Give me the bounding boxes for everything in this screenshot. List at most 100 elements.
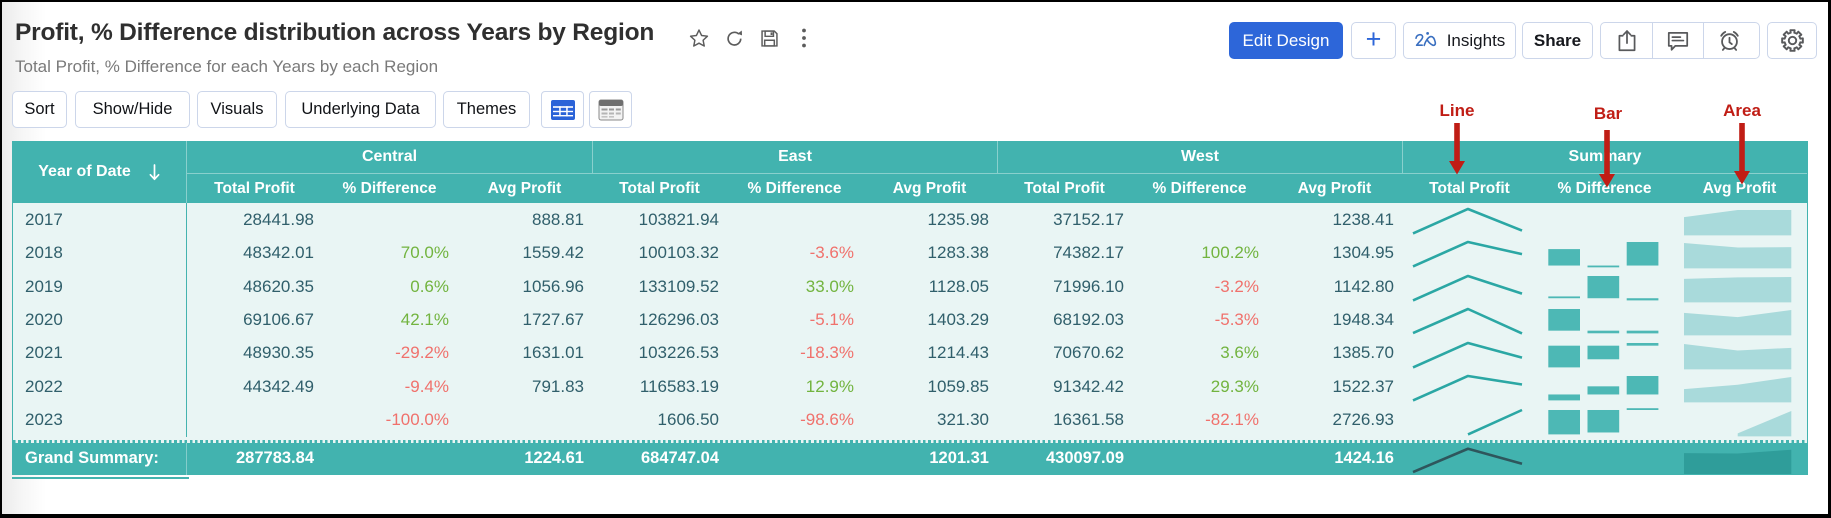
cell-total-profit: 37152.17 xyxy=(1053,209,1124,229)
cell-pct-difference: 29.3% xyxy=(1210,376,1259,396)
cell-total-profit: 48930.35 xyxy=(243,343,314,363)
add-label: + xyxy=(1365,23,1382,54)
grand-cell-west-total: 430097.09 xyxy=(1046,449,1124,468)
cell-year: 2022 xyxy=(13,370,187,404)
column-header-central-avg-profit[interactable]: Avg Profit xyxy=(487,179,562,197)
gear-icon xyxy=(1779,27,1806,54)
cell-total-profit: 103821.94 xyxy=(638,209,719,229)
group-header-summary[interactable]: Summary xyxy=(1402,141,1807,174)
add-button[interactable]: + xyxy=(1351,22,1396,59)
cell-avg-profit: 1385.70 xyxy=(1332,343,1394,363)
comment-icon[interactable] xyxy=(1652,23,1703,58)
cell-avg-profit: 1631.01 xyxy=(522,343,584,363)
zia-insights-icon xyxy=(1414,30,1440,52)
annotation-line-label: Line xyxy=(1439,101,1475,120)
grand-summary-separator xyxy=(12,436,1808,443)
pivot-table: Year of Date Central East West Summary T… xyxy=(12,141,1808,475)
sparkline-bar-pct-difference xyxy=(1537,370,1672,403)
sparkline-bar-pct-difference xyxy=(1537,337,1672,370)
sparkline-bar-pct-difference xyxy=(1537,404,1672,437)
group-header-west[interactable]: West xyxy=(997,141,1402,174)
refresh-icon[interactable] xyxy=(723,27,745,49)
grand-cell-central-total: 287783.84 xyxy=(236,449,314,468)
edit-design-button[interactable]: Edit Design xyxy=(1229,22,1343,59)
sparkline-area-avg-profit xyxy=(1672,303,1807,336)
column-header-central-total-profit[interactable]: Total Profit xyxy=(214,179,295,197)
window-border-bottom xyxy=(0,514,1831,518)
table-view-button[interactable] xyxy=(541,91,584,128)
table-row-2018: 2018 48342.01 70.0% 1559.42 100103.32 -3.6% 12… xyxy=(13,236,1807,270)
cell-year: 2020 xyxy=(13,303,187,337)
show-hide-button[interactable]: Show/Hide xyxy=(75,91,190,128)
visuals-label: Visuals xyxy=(210,100,264,118)
cell-pct-difference: -82.1% xyxy=(1205,410,1259,430)
cell-avg-profit: 321.30 xyxy=(937,410,989,430)
sparkline-bar-pct-difference xyxy=(1537,270,1672,303)
sparkline-area-avg-profit xyxy=(1672,203,1807,236)
column-header-central--difference[interactable]: % Difference xyxy=(342,179,437,197)
cell-avg-profit: 1522.37 xyxy=(1332,376,1394,396)
cell-pct-difference: 70.0% xyxy=(400,243,449,263)
share-button[interactable]: Share xyxy=(1522,22,1593,59)
export-icon[interactable] xyxy=(1601,23,1652,58)
column-header-west-total-profit[interactable]: Total Profit xyxy=(1024,179,1105,197)
page-subtitle: Total Profit, % Difference for each Year… xyxy=(15,57,439,76)
window-border-top xyxy=(0,0,1831,2)
grand-summary-label: Grand Summary: xyxy=(13,442,187,475)
column-header-summary-avg-profit[interactable]: Avg Profit xyxy=(1702,179,1777,197)
cell-avg-profit xyxy=(457,404,592,437)
pivot-body: 2017 28441.98 888.81 103821.94 1235.98 37152.… xyxy=(12,203,1808,437)
sparkline-area-avg-profit xyxy=(1672,337,1807,370)
sparkline-bar-pct-difference xyxy=(1537,203,1672,236)
column-header-east-avg-profit[interactable]: Avg Profit xyxy=(892,179,967,197)
grand-cell-east-diff xyxy=(727,443,862,475)
cell-total-profit: 133109.52 xyxy=(638,276,719,296)
table-row-2020: 2020 69106.67 42.1% 1727.67 126296.03 -5.1% 14… xyxy=(13,303,1807,337)
cell-total-profit: 69106.67 xyxy=(243,309,314,329)
column-header-west--difference[interactable]: % Difference xyxy=(1152,179,1247,197)
column-header-summary-total-profit[interactable]: Total Profit xyxy=(1429,179,1510,197)
more-options-kebab-icon[interactable] xyxy=(793,27,815,49)
table-row-2022: 2022 44342.49 -9.4% 791.83 116583.19 12.9% 105… xyxy=(13,370,1807,404)
grand-sparkline-area xyxy=(1672,443,1807,475)
cell-pct-difference: 3.6% xyxy=(1220,343,1259,363)
cell-avg-profit: 791.83 xyxy=(532,376,584,396)
insights-button[interactable]: Insights xyxy=(1403,22,1516,59)
cell-pct-difference: -29.2% xyxy=(395,343,449,363)
column-header-east--difference[interactable]: % Difference xyxy=(747,179,842,197)
group-header-east[interactable]: East xyxy=(592,141,997,174)
grand-cell-central-avg: 1224.61 xyxy=(524,449,584,468)
insights-label: Insights xyxy=(1446,30,1506,50)
group-header-central[interactable]: Central xyxy=(187,141,592,174)
settings-gear-button[interactable] xyxy=(1767,22,1817,59)
cell-total-profit: 91342.42 xyxy=(1053,376,1124,396)
cell-avg-profit: 1948.34 xyxy=(1332,309,1394,329)
cell-avg-profit: 1727.67 xyxy=(522,309,584,329)
summary-view-icon xyxy=(598,99,623,120)
grand-cell-west-diff xyxy=(1132,443,1267,475)
favorite-star-icon[interactable] xyxy=(688,27,710,49)
sort-label: Sort xyxy=(24,100,55,118)
column-header-west-avg-profit[interactable]: Avg Profit xyxy=(1297,179,1372,197)
sparkline-area-avg-profit xyxy=(1672,270,1807,303)
cell-pct-difference: -9.4% xyxy=(404,376,449,396)
sparkline-area-avg-profit xyxy=(1672,236,1807,269)
cell-pct-difference: 0.6% xyxy=(410,276,449,296)
column-header-east-total-profit[interactable]: Total Profit xyxy=(619,179,700,197)
table-row-2019: 2019 48620.35 0.6% 1056.96 133109.52 33.0% 112… xyxy=(13,269,1807,304)
visuals-button[interactable]: Visuals xyxy=(197,91,277,128)
pivot-header: Year of Date Central East West Summary T… xyxy=(12,141,1808,203)
themes-button[interactable]: Themes xyxy=(443,91,530,128)
frozen-column-underline xyxy=(12,477,189,479)
sort-button[interactable]: Sort xyxy=(12,91,67,128)
summary-view-button[interactable] xyxy=(589,91,632,128)
show-hide-label: Show/Hide xyxy=(92,100,173,118)
alert-alarm-icon[interactable] xyxy=(1703,23,1754,58)
grand-sparkline-bar xyxy=(1537,443,1672,475)
column-header-summary--difference[interactable]: % Difference xyxy=(1557,179,1652,197)
underlying-data-button[interactable]: Underlying Data xyxy=(285,91,436,128)
cell-pct-difference: 42.1% xyxy=(400,309,449,329)
save-icon[interactable] xyxy=(758,27,780,49)
column-header-year-of-date[interactable]: Year of Date xyxy=(13,141,187,203)
